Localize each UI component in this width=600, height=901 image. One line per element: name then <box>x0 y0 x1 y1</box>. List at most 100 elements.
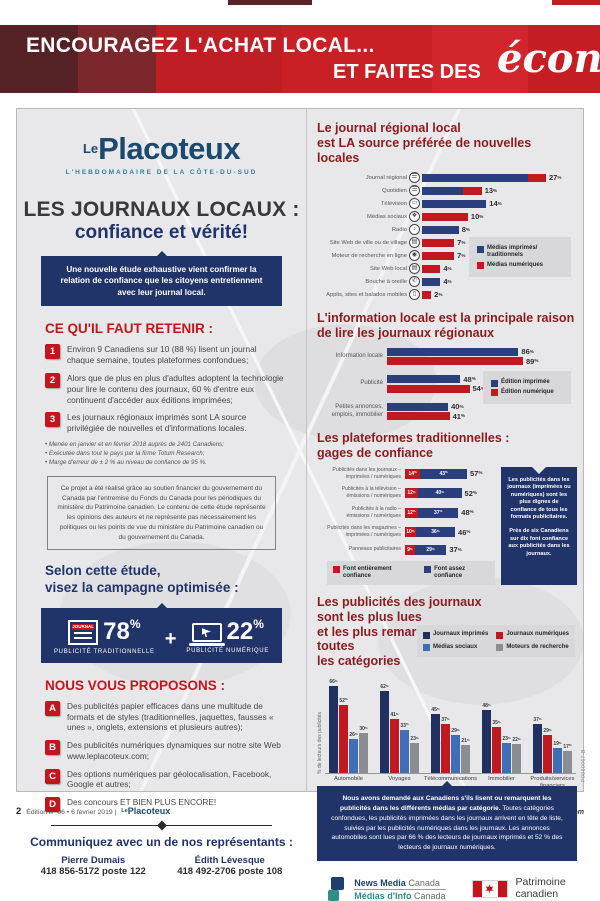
bar-segment <box>387 347 519 356</box>
contact-phone: 418 856-5172 poste 122 <box>40 866 146 878</box>
chart3-row: Panneaux publicitaires 9% 29% 37% <box>317 544 495 555</box>
chart3-title: Les plateformes traditionnelles : gages d… <box>317 431 510 460</box>
plus-sign: + <box>164 627 177 650</box>
bar <box>422 264 441 273</box>
bar-label: Site Web de ville ou de village <box>329 239 407 246</box>
partner-logos: News Media Canada Médias d'Info Canada P… <box>317 877 577 901</box>
chart-ads-read-by-category: Les publicités des journaux sont les plu… <box>317 595 577 789</box>
chart1-row: Bouche à oreille ✆ 4% <box>317 275 577 288</box>
value-label: 52% <box>464 488 478 498</box>
bar: 45% <box>431 707 440 773</box>
bar-segment <box>527 173 546 182</box>
chart1-row: Journal régional ☰ 27% <box>317 171 577 184</box>
bar-segment <box>387 357 523 366</box>
stat-traditional: JOURNAL 78% PUBLICITÉ TRADITIONNELLE <box>54 618 155 655</box>
value-label: 21% <box>461 738 470 745</box>
value-label: 7% <box>457 251 466 261</box>
value-label: 12% <box>407 509 416 516</box>
contact-card: Pierre Dumais 418 856-5172 poste 122 <box>41 855 146 877</box>
item-text: Les journaux régionaux imprimés sont LA … <box>67 412 247 434</box>
chart-reading-reasons: L'information locale est la principale r… <box>317 311 577 421</box>
bar: 22% <box>512 737 521 773</box>
social-share-icon: ❖ <box>409 211 420 223</box>
banner-script-word: écono <box>497 35 600 82</box>
value-label: 19% <box>553 740 562 747</box>
bar-group: 45% 37% 29% 21% Télécommunications <box>424 675 477 782</box>
bars: 45% 37% 29% 21% <box>431 675 470 773</box>
chart1-row: Site Web local ▤ 4% <box>317 262 577 275</box>
legend-entry: Édition imprimée <box>491 379 563 387</box>
bar-segment <box>400 729 409 773</box>
value-label: 14% <box>408 470 417 477</box>
value-label: 4% <box>443 264 452 274</box>
bar-segment <box>422 290 432 299</box>
bar-label: Publicités à la télévision – émissions / … <box>341 486 401 499</box>
bar-segment <box>387 412 450 421</box>
bar-segment <box>329 686 338 773</box>
bar-segment <box>422 225 459 234</box>
value-label: 23% <box>502 735 511 742</box>
legend-entry: Édition numérique <box>491 389 563 397</box>
maple-leaf-icon <box>485 884 494 895</box>
footer-brand: LePlacoteux <box>121 806 171 816</box>
contact-card: Édith Lévesque 418 492-2706 poste 108 <box>177 855 282 877</box>
legend-entry: Moteurs de recherche <box>496 644 569 652</box>
chart-preferred-source: Le journal régional local est LA source p… <box>317 121 577 301</box>
bar-segment <box>492 726 501 773</box>
footnote: • Exécutée dans tout le pays par la firm… <box>45 449 205 457</box>
bar-segment <box>422 199 487 208</box>
category-label: Produits/servicesfinanciers <box>530 775 575 789</box>
bar: 23% <box>502 736 511 773</box>
chart4-legend: Journaux imprimés Journaux numériques Médi… <box>416 625 575 658</box>
chart2-row: Petites annonces, emplois, immobilier 40% 4… <box>317 402 577 422</box>
bar-segment: 37% <box>418 507 459 518</box>
website-icon: ▤ <box>409 237 420 249</box>
value-label: 30% <box>359 726 368 733</box>
bar <box>422 290 432 299</box>
chart1-rows: Médias imprimés/traditionnels Médias numé… <box>317 171 577 301</box>
main-title-line1: LES JOURNAUX LOCAUX : <box>23 198 300 221</box>
item-text: Alors que de plus en plus d'adultes adop… <box>67 373 284 405</box>
proposons-heading: NOUS VOUS PROPOSONS : <box>45 677 226 693</box>
value-label: 17% <box>563 743 572 750</box>
bar: 37% <box>441 717 450 773</box>
right-column: Le journal régional local est LA source p… <box>307 109 583 901</box>
legend-entry: Journaux imprimés <box>422 631 488 639</box>
chart2-rows: Information locale86%89%Publicité48%54%P… <box>317 347 577 422</box>
chart3-note-box: Les publicités dans les journaux (imprim… <box>501 466 577 586</box>
left-column: LePlacoteux L'HEBDOMADAIRE DE LA CÔTE-DU… <box>17 109 307 877</box>
legend-entry: Journaux numériques <box>496 631 569 639</box>
bar-segment <box>463 186 482 195</box>
bars: 62% 41% 33% 23% <box>380 675 419 773</box>
item-letter: A <box>45 700 60 716</box>
value-label: 57% <box>469 469 483 478</box>
item-text: Environ 9 Canadiens sur 10 (88 %) lisent… <box>67 344 257 366</box>
contact-name: Pierre Dumais <box>61 855 126 867</box>
legend-swatch <box>424 566 432 574</box>
value-label: 22% <box>512 736 521 743</box>
newspaper-icon: ☰ <box>409 172 420 184</box>
value-label: 2% <box>434 290 443 300</box>
item-letter: D <box>45 797 60 813</box>
bar-label: Quotidien <box>382 187 407 194</box>
logo-tagline: L'HEBDOMADAIRE DE LA CÔTE-DU-SUD <box>65 169 258 176</box>
legend-entry: Médias imprimés/traditionnels <box>477 245 563 259</box>
legend-swatch <box>333 566 340 574</box>
value-label: 37% <box>449 545 462 555</box>
bar-label: Publicité <box>360 380 383 387</box>
bar-label: Applis, sites et balados mobiles <box>326 291 407 298</box>
value-label: 26% <box>349 731 358 738</box>
legend-label: Moteurs de recherche <box>506 643 569 650</box>
bar-segment <box>461 745 470 773</box>
value-label: 36% <box>431 528 440 535</box>
newspaper-icon: JOURNAL <box>68 619 99 645</box>
bar-label: Bouche à oreille <box>365 278 407 285</box>
main-title-line2: confiance et vérité! <box>74 222 249 243</box>
legend-label: Médias numériques <box>487 261 544 268</box>
value-label: 41% <box>452 411 466 421</box>
bar: 89% <box>387 357 538 366</box>
page-number: 2 <box>16 806 22 817</box>
bar: 52% <box>339 697 348 773</box>
bar: 35% <box>492 720 501 773</box>
print-bleed-mark <box>228 0 312 5</box>
